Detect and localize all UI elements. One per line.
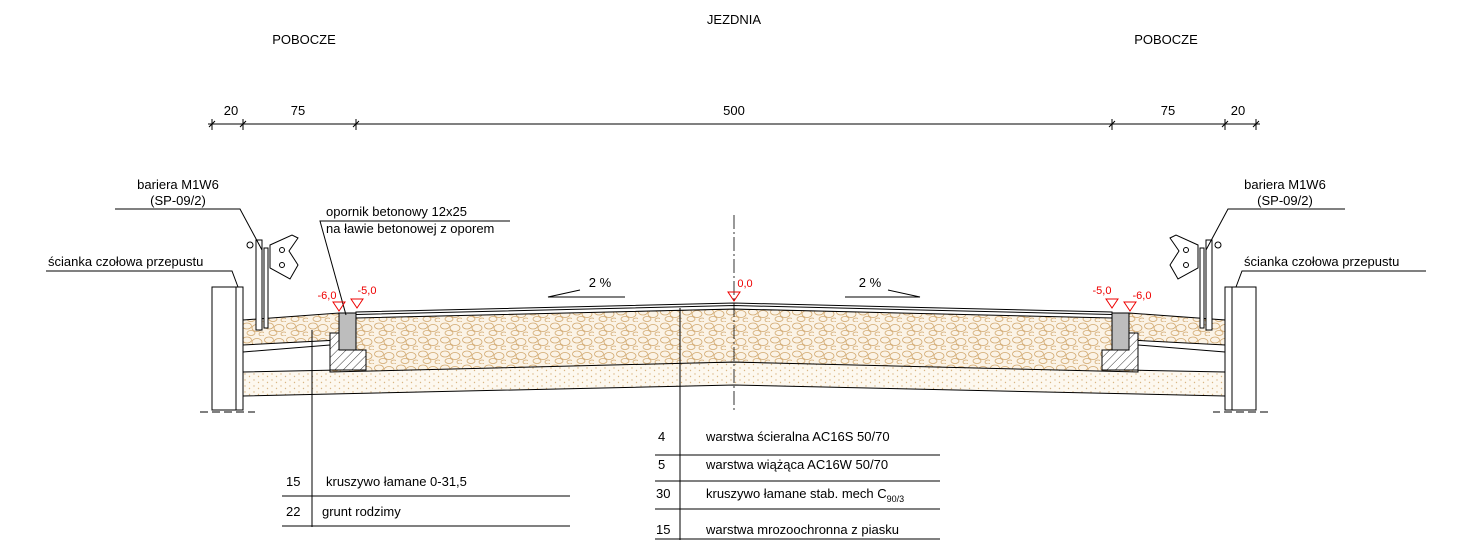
curb: [1111, 312, 1130, 351]
layer-name: kruszywo łamane stab. mech C90/3: [706, 486, 904, 504]
zone-label: POBOCZE: [272, 32, 336, 47]
barrier-beam: [269, 234, 299, 280]
dimension-ticks: [208, 119, 1260, 130]
table-lines: [655, 454, 940, 540]
layer-thickness: 15: [286, 474, 300, 489]
barrier-post: [1205, 239, 1213, 331]
dimension: 500: [723, 103, 745, 118]
elevation: -6,0: [318, 290, 337, 302]
label: (SP-09/2): [150, 193, 206, 208]
side-structures: [200, 234, 299, 413]
elevation: -6,0: [1133, 290, 1152, 302]
layer-thickness: 5: [658, 457, 665, 472]
dimension: 75: [1161, 103, 1175, 118]
leader: [46, 270, 239, 288]
layer-name: kruszywo łamane stab. mech C: [706, 486, 887, 501]
bolt: [1214, 241, 1222, 249]
zone-label: POBOCZE: [1134, 32, 1198, 47]
slope: 2 %: [859, 275, 882, 290]
label: bariera M1W6: [1244, 177, 1326, 192]
layer-thickness: 22: [286, 504, 300, 519]
layout: JEZDNIA POBOCZE POBOCZE 20 75 500 75 20 …: [46, 12, 1426, 540]
layer-thickness: 15: [656, 522, 670, 537]
barrier-post: [263, 247, 269, 329]
barrier-post: [1199, 247, 1205, 329]
barrier-post: [255, 239, 263, 331]
zone-label: JEZDNIA: [707, 12, 762, 27]
label: ścianka czołowa przepustu: [1244, 254, 1399, 269]
table-lines: [282, 495, 570, 527]
bolt: [1183, 262, 1189, 268]
elevation: -5,0: [1093, 285, 1112, 297]
label: na ławie betonowej z oporem: [326, 221, 494, 236]
curb: [338, 312, 357, 351]
bolt: [1183, 247, 1189, 253]
barrier-beam: [1169, 234, 1199, 280]
leader: [1205, 208, 1345, 251]
headwall: [211, 286, 244, 411]
slope: 2 %: [589, 275, 612, 290]
label: (SP-09/2): [1257, 193, 1313, 208]
label: ścianka czołowa przepustu: [48, 254, 203, 269]
bolt: [246, 241, 254, 249]
elevation: -5,0: [358, 285, 377, 297]
slope-arrow: [547, 289, 625, 298]
layer-name: warstwa mrozoochronna z piasku: [705, 522, 899, 537]
leader: [115, 208, 263, 251]
shoulder-line: [242, 344, 1226, 353]
layer-name: warstwa wiążąca AC16W 50/70: [705, 457, 888, 472]
dimension: 75: [291, 103, 305, 118]
layer-name: kruszywo łamane 0-31,5: [326, 474, 467, 489]
layer-subscript: 90/3: [887, 494, 905, 504]
headwall: [1224, 286, 1257, 411]
elevation: 0,0: [737, 278, 752, 290]
layer-thickness: 30: [656, 486, 670, 501]
slope-arrow: [845, 289, 921, 298]
elevation-markers: [332, 291, 1137, 312]
label: opornik betonowy 12x25: [326, 204, 467, 219]
side-structures: [1169, 234, 1268, 413]
layer-name: grunt rodzimy: [322, 504, 401, 519]
layer-name: warstwa ścieralna AC16S 50/70: [705, 429, 890, 444]
layer-thickness: 4: [658, 429, 665, 444]
bolt: [279, 262, 285, 268]
leader: [1235, 270, 1426, 288]
leader: [319, 220, 510, 316]
label: bariera M1W6: [137, 177, 219, 192]
dimension: 20: [1231, 103, 1245, 118]
dimension: 20: [224, 103, 238, 118]
bolt: [279, 247, 285, 253]
